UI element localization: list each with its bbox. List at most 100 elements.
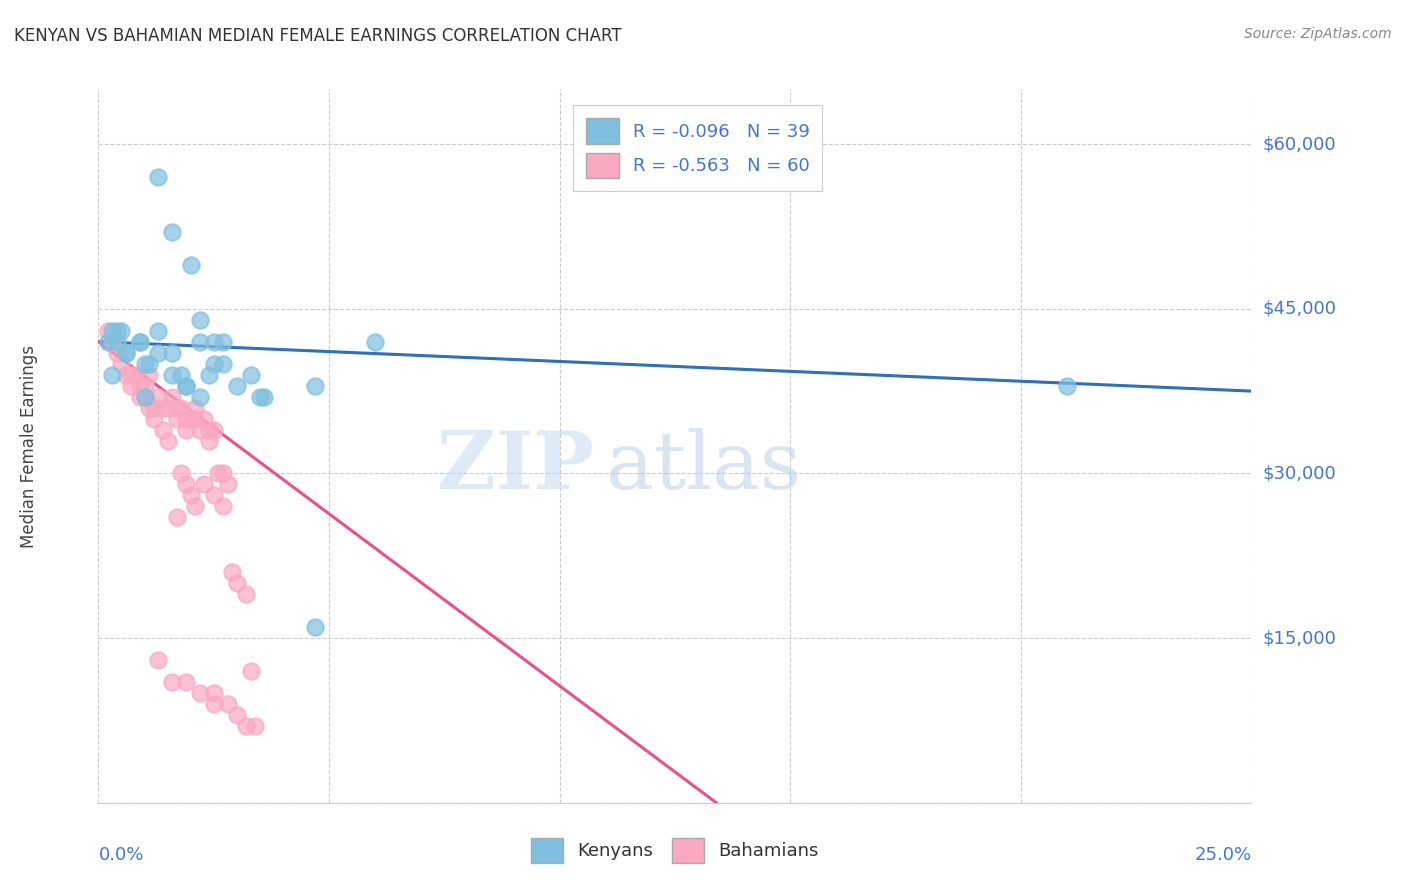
Text: 0.0%: 0.0% xyxy=(98,846,143,863)
Point xyxy=(221,566,243,580)
Point xyxy=(198,434,221,448)
Point xyxy=(217,697,239,711)
Point xyxy=(212,357,235,371)
Point xyxy=(188,423,211,437)
Point xyxy=(193,477,215,491)
Point xyxy=(188,312,211,326)
Point xyxy=(304,378,326,392)
Point xyxy=(129,334,152,349)
Point xyxy=(115,368,138,382)
Point xyxy=(202,357,225,371)
Point xyxy=(129,334,152,349)
Point xyxy=(174,423,197,437)
Point xyxy=(212,467,235,481)
Point xyxy=(160,225,183,239)
Point xyxy=(124,368,146,382)
Point xyxy=(138,357,160,371)
Text: ZIP: ZIP xyxy=(437,428,595,507)
Point xyxy=(249,390,271,404)
Point xyxy=(170,467,193,481)
Point xyxy=(110,324,132,338)
Point xyxy=(142,411,165,425)
Text: Source: ZipAtlas.com: Source: ZipAtlas.com xyxy=(1244,27,1392,41)
Point xyxy=(138,401,160,415)
Point xyxy=(105,345,128,359)
Point xyxy=(148,345,170,359)
Point xyxy=(134,390,156,404)
Point xyxy=(134,357,156,371)
Point xyxy=(134,378,156,392)
Point xyxy=(152,423,174,437)
Point xyxy=(188,390,211,404)
Point xyxy=(156,434,179,448)
Point xyxy=(160,390,183,404)
Point xyxy=(184,401,207,415)
Point xyxy=(239,664,262,678)
Point xyxy=(174,411,197,425)
Point xyxy=(115,345,138,359)
Point xyxy=(180,488,202,502)
Point xyxy=(207,467,229,481)
Point xyxy=(138,368,160,382)
Point xyxy=(152,401,174,415)
Point xyxy=(364,334,387,349)
Point xyxy=(174,378,197,392)
Point xyxy=(235,587,257,601)
Point xyxy=(202,686,225,700)
Point xyxy=(105,324,128,338)
Point xyxy=(184,500,207,514)
Point xyxy=(110,357,132,371)
Point xyxy=(225,378,247,392)
Point xyxy=(253,390,276,404)
Legend: Kenyans, Bahamians: Kenyans, Bahamians xyxy=(522,829,828,872)
Text: $60,000: $60,000 xyxy=(1263,135,1337,153)
Text: $15,000: $15,000 xyxy=(1263,629,1337,647)
Text: $45,000: $45,000 xyxy=(1263,300,1337,318)
Point xyxy=(188,686,211,700)
Point xyxy=(142,401,165,415)
Point xyxy=(160,345,183,359)
Point xyxy=(156,401,179,415)
Point xyxy=(97,324,120,338)
Point xyxy=(202,423,225,437)
Point xyxy=(188,334,211,349)
Point xyxy=(202,697,225,711)
Point xyxy=(239,368,262,382)
Point xyxy=(97,334,120,349)
Point xyxy=(198,423,221,437)
Point xyxy=(148,324,170,338)
Point xyxy=(225,576,247,591)
Point xyxy=(180,411,202,425)
Point xyxy=(1056,378,1078,392)
Text: $30,000: $30,000 xyxy=(1263,465,1337,483)
Point xyxy=(174,675,197,690)
Text: 25.0%: 25.0% xyxy=(1194,846,1251,863)
Text: Median Female Earnings: Median Female Earnings xyxy=(20,344,38,548)
Point xyxy=(217,477,239,491)
Point xyxy=(170,401,193,415)
Point xyxy=(160,368,183,382)
Point xyxy=(148,390,170,404)
Point xyxy=(174,378,197,392)
Point xyxy=(174,477,197,491)
Point xyxy=(115,345,138,359)
Point xyxy=(170,368,193,382)
Point xyxy=(148,653,170,667)
Point xyxy=(120,368,142,382)
Text: KENYAN VS BAHAMIAN MEDIAN FEMALE EARNINGS CORRELATION CHART: KENYAN VS BAHAMIAN MEDIAN FEMALE EARNING… xyxy=(14,27,621,45)
Point xyxy=(202,334,225,349)
Point xyxy=(184,411,207,425)
Point xyxy=(129,390,152,404)
Point xyxy=(235,719,257,733)
Point xyxy=(105,334,128,349)
Point xyxy=(166,411,188,425)
Point xyxy=(160,675,183,690)
Point xyxy=(245,719,267,733)
Point xyxy=(212,500,235,514)
Point xyxy=(304,620,326,634)
Point xyxy=(193,411,215,425)
Point xyxy=(120,378,142,392)
Point xyxy=(129,378,152,392)
Point xyxy=(166,401,188,415)
Point xyxy=(225,708,247,723)
